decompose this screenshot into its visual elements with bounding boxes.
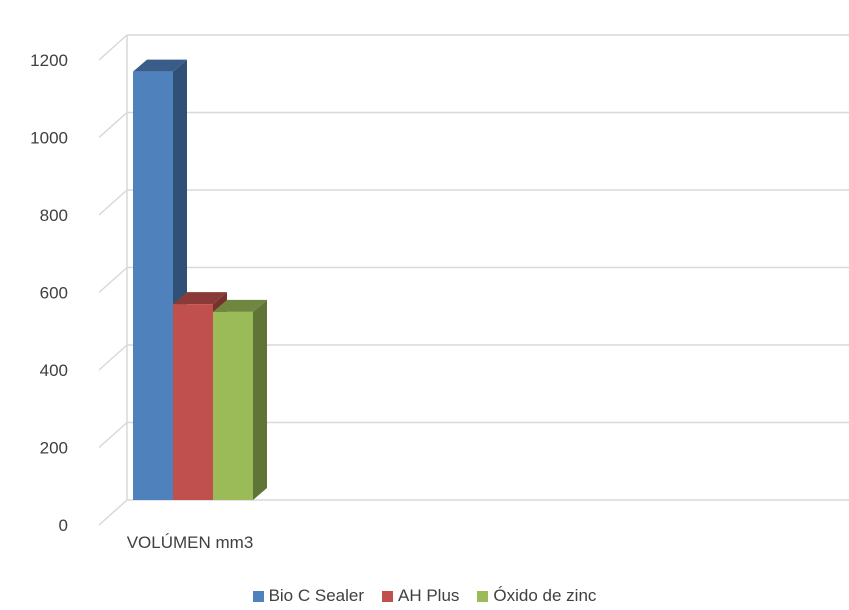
legend-label: Bio C Sealer [268,586,364,605]
bar-top [213,299,267,312]
legend-item: Óxido de zinc [477,586,596,606]
bar [213,311,253,500]
bar-top [173,292,227,305]
legend-swatch [477,590,489,602]
y-tick-label: 1000 [30,129,68,148]
legend-label: Óxido de zinc [493,586,597,605]
legend-item: Bio C Sealer [252,586,364,606]
y-tick-label: 600 [40,284,68,303]
bar [133,71,173,500]
gridline-diagonal [98,344,128,371]
y-tick-label: 0 [59,516,68,535]
legend: Bio C Sealer AH Plus Óxido de zinc [0,586,849,606]
y-tick-label: 200 [40,439,68,458]
gridline-diagonal [98,189,128,216]
legend-swatch [252,590,264,602]
y-tick-label: 400 [40,361,68,380]
gridline-diagonal [98,499,128,526]
gridline-diagonal [98,421,128,449]
bar [173,304,213,500]
gridline-diagonal [98,266,128,294]
bar-top [133,59,187,72]
x-category-label: VOLÚMEN mm3 [127,533,254,552]
legend-item: AH Plus [382,586,459,606]
gridline-diagonal [98,111,128,139]
bar-side [253,299,267,500]
gridline-diagonal [98,34,128,61]
y-tick-label: 1200 [30,51,68,70]
legend-swatch [382,590,393,602]
y-tick-label: 800 [40,206,68,225]
legend-label: AH Plus [398,586,460,605]
